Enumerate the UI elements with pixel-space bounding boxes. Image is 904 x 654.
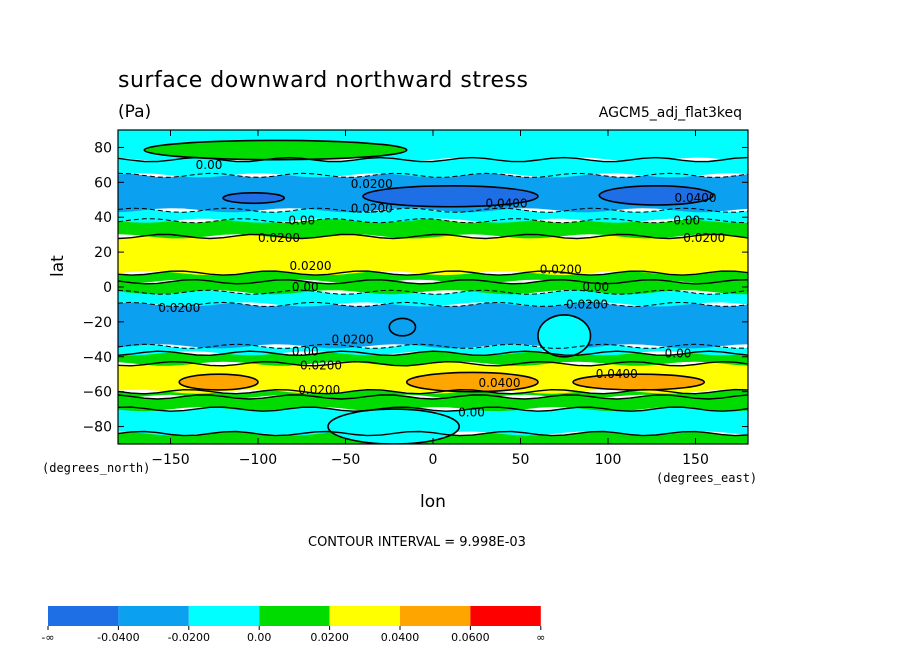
legend-swatch (48, 606, 119, 626)
contour-patch (327, 408, 461, 444)
legend-level-label: 0.0400 (381, 631, 420, 644)
legend-level-label: ∞ (536, 631, 545, 644)
legend-level-label: 0.0600 (451, 631, 490, 644)
contour-label: 0.0200 (351, 177, 393, 191)
contour-label: 0.0200 (683, 231, 725, 245)
x-tick-label: −100 (239, 452, 277, 468)
contour-line (118, 218, 748, 224)
contour-label: 0.0400 (596, 367, 638, 381)
contour-line (118, 233, 748, 240)
x-axis-unit: (degrees_east) (656, 471, 758, 485)
contour-patch (222, 192, 286, 205)
contour-patch (388, 317, 417, 337)
legend-swatch (400, 606, 471, 626)
y-tick-label: −40 (82, 350, 112, 366)
contour-label: 0.00 (292, 280, 319, 294)
legend-swatch (470, 606, 541, 626)
legend-swatch (118, 606, 189, 626)
contour-band (118, 290, 748, 307)
y-tick-label: 60 (94, 175, 112, 191)
contour-label: 0.0200 (351, 202, 393, 216)
contour-label: 0.00 (582, 280, 609, 294)
x-tick-label: −150 (151, 452, 189, 468)
x-tick-label: 150 (682, 452, 709, 468)
legend-swatch (188, 606, 260, 626)
contour-line (118, 430, 748, 437)
contour-band (118, 302, 748, 349)
contour-line (118, 301, 748, 307)
contour-patch (178, 373, 259, 391)
contour-patch (405, 371, 539, 393)
contour-line (118, 156, 748, 163)
legend-level-label: 0.00 (247, 631, 272, 644)
contour-label: 0.0200 (298, 383, 340, 397)
y-tick-label: 20 (94, 245, 112, 261)
y-axis-unit: (degrees_north) (42, 461, 151, 475)
contour-label: 0.0200 (290, 259, 332, 273)
contour-label: 0.0400 (479, 376, 521, 390)
contour-label: 0.0200 (332, 332, 374, 346)
contour-patch (362, 185, 539, 208)
contour-line (118, 394, 748, 400)
y-tick-label: −80 (82, 420, 112, 436)
y-tick-label: −20 (82, 315, 112, 331)
y-tick-label: 40 (94, 210, 112, 226)
contour-line (118, 172, 748, 178)
x-axis-label: lon (420, 492, 446, 512)
contour-line (118, 350, 748, 357)
contour-label: 0.00 (665, 346, 692, 360)
contour-band (118, 234, 748, 276)
contour-label: 0.00 (673, 214, 700, 228)
chart-title: surface downward northward stress (118, 68, 529, 93)
contour-line (118, 207, 748, 213)
legend-swatch (329, 606, 400, 626)
units-label: (Pa) (118, 102, 152, 122)
contour-label: 0.0200 (300, 359, 342, 373)
x-tick-label: −50 (331, 452, 361, 468)
contour-band (118, 157, 748, 178)
y-tick-label: −60 (82, 385, 112, 401)
legend-level-label: -0.0400 (97, 631, 139, 644)
x-tick-label: 0 (429, 452, 438, 468)
contour-label: 0.00 (458, 406, 485, 420)
legend-level-label: -0.0200 (168, 631, 210, 644)
contour-label: 0.0200 (566, 297, 608, 311)
x-tick-label: 100 (595, 452, 622, 468)
contour-line (118, 406, 748, 412)
contour-patch (598, 185, 714, 206)
x-tick-label: 50 (512, 452, 530, 468)
contour-line (118, 360, 748, 367)
contour-band (118, 218, 748, 239)
contour-patch (537, 314, 592, 358)
contour-label: 0.00 (292, 345, 319, 359)
contour-line (118, 343, 748, 349)
contour-label: 0.0200 (158, 301, 200, 315)
contour-line (118, 278, 748, 285)
contour-line (118, 289, 748, 295)
contour-line (118, 388, 748, 395)
contour-patch (572, 373, 706, 391)
contour-interval-label: CONTOUR INTERVAL = 9.998E-03 (308, 535, 526, 550)
legend-swatch (259, 606, 330, 626)
contour-patch (143, 139, 408, 161)
contour-line (118, 270, 748, 276)
y-tick-label: 80 (94, 140, 112, 156)
contour-label: 0.0400 (486, 196, 528, 210)
contour-label: 0.0400 (675, 191, 717, 205)
contour-label: 0.00 (288, 214, 315, 228)
contour-label: 0.0200 (258, 231, 300, 245)
contour-label: 0.0200 (540, 263, 582, 277)
y-tick-label: 0 (103, 280, 112, 296)
dataset-label: AGCM5_adj_flat3keq (598, 105, 742, 121)
legend-level-label: -∞ (41, 631, 54, 644)
legend-level-label: 0.0200 (310, 631, 349, 644)
contour-label: 0.00 (196, 158, 223, 172)
